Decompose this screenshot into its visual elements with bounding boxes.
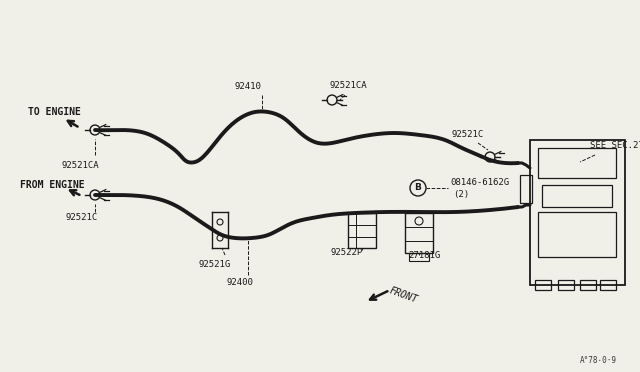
Text: 27181G: 27181G	[408, 251, 440, 260]
Bar	[405, 213, 433, 253]
Bar	[535, 280, 551, 290]
Text: TO ENGINE: TO ENGINE	[28, 107, 81, 117]
Text: SEE SEC.270: SEE SEC.270	[590, 141, 640, 150]
Bar	[530, 140, 625, 285]
Text: 92521CA: 92521CA	[329, 81, 367, 90]
Bar	[542, 185, 612, 207]
Text: FRONT: FRONT	[388, 286, 419, 305]
Bar	[538, 212, 616, 257]
Bar	[580, 280, 596, 290]
Text: 08146-6162G: 08146-6162G	[450, 178, 509, 187]
Text: (2): (2)	[453, 190, 469, 199]
Text: A°78⋅0·9: A°78⋅0·9	[580, 356, 617, 365]
Text: 92400: 92400	[227, 278, 253, 287]
Text: B: B	[415, 183, 421, 192]
Bar	[600, 280, 616, 290]
Bar	[348, 213, 376, 248]
Text: 92521C: 92521C	[452, 130, 484, 139]
Bar	[538, 148, 616, 178]
Text: 92521G: 92521G	[199, 260, 231, 269]
Text: FROM ENGINE: FROM ENGINE	[20, 180, 84, 190]
Text: 92410: 92410	[235, 82, 261, 91]
Text: 92521CA: 92521CA	[61, 161, 99, 170]
Bar	[409, 253, 429, 261]
Text: 92522P: 92522P	[331, 248, 363, 257]
Bar	[520, 175, 532, 203]
Text: 92521C: 92521C	[66, 213, 98, 222]
Bar	[558, 280, 574, 290]
